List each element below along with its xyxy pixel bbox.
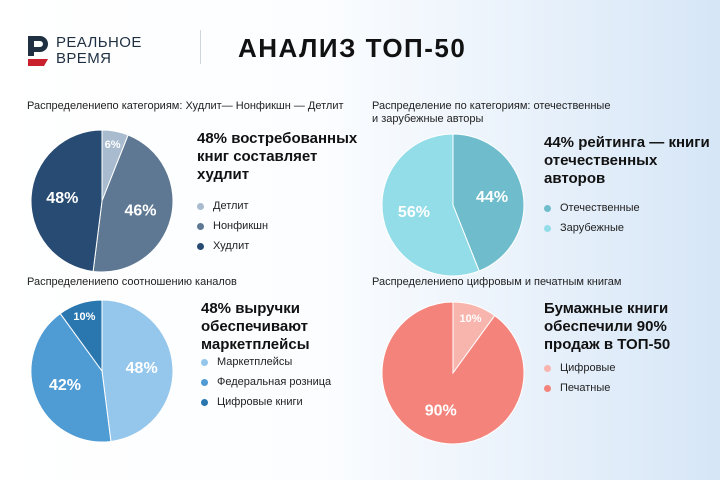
pie-slice-label: 46% <box>124 202 156 219</box>
brand-name-line2: ВРЕМЯ <box>56 50 112 67</box>
legend-label: Цифровые книги <box>217 396 303 408</box>
pie-slice-label: 44% <box>476 189 508 206</box>
legend-swatch <box>201 398 208 406</box>
brand-logo: РЕАЛЬНОЕ ВРЕМЯ <box>26 34 142 68</box>
legend-swatch <box>197 242 204 250</box>
chart-headline: 48% выручки обеспечивают маркетплейсы <box>201 300 310 353</box>
chart-legend: Цифровые Печатные <box>544 358 615 398</box>
chart-headline: Бумажные книги обеспечили 90% продаж в Т… <box>544 300 671 353</box>
pie-slice-нонфикшн <box>92 134 174 273</box>
pie-chart: 6% 46% 48% <box>30 129 174 273</box>
pie-slice-label: 90% <box>425 402 457 419</box>
legend-label: Зарубежные <box>560 222 625 234</box>
legend-swatch <box>544 384 551 392</box>
chart-legend: Маркетплейсы Федеральная розница Цифровые … <box>201 352 331 412</box>
pie-chart: 10% 90% <box>381 301 525 445</box>
pie-slice-label: 10% <box>460 313 482 325</box>
header-divider <box>200 30 201 64</box>
pie-slice-label: 42% <box>49 377 81 394</box>
pie-slice-худлит <box>30 129 103 272</box>
legend-item-цифровые-книги: Цифровые книги <box>201 392 331 412</box>
legend-swatch <box>201 378 208 386</box>
legend-swatch <box>201 358 208 366</box>
chart-panel-formats: Распределениепо цифровым и печатным книг… <box>372 276 720 456</box>
pie-slice-label: 6% <box>105 139 121 151</box>
legend-label: Отечественные <box>560 202 640 214</box>
legend-swatch <box>544 204 551 212</box>
pie-chart: 48% 42% 10% <box>30 299 174 443</box>
legend-swatch <box>197 222 204 230</box>
legend-item-нонфикшн: Нонфикшн <box>197 216 268 236</box>
brand-name: РЕАЛЬНОЕ ВРЕМЯ <box>56 35 142 67</box>
legend-item-худлит: Худлит <box>197 236 268 256</box>
legend-item-зарубежные: Зарубежные <box>544 218 640 238</box>
pie-slice-label: 48% <box>46 190 78 207</box>
pie-slice-печатные <box>381 301 525 445</box>
brand-name-line1: РЕАЛЬНОЕ <box>56 34 142 51</box>
brand-logo-icon <box>28 36 48 66</box>
pie-slice-label: 48% <box>126 360 158 377</box>
legend-swatch <box>544 364 551 372</box>
legend-item-отечественные: Отечественные <box>544 198 640 218</box>
legend-label: Печатные <box>560 382 611 394</box>
chart-panel-categories: Распределениепо категориям: Худлит— Нонф… <box>27 100 377 280</box>
legend-swatch <box>197 202 204 210</box>
pie-slice-зарубежные <box>381 133 480 277</box>
legend-label: Маркетплейсы <box>217 356 293 368</box>
legend-label: Нонфикшн <box>213 220 269 232</box>
chart-panel-authors: Распределение по категориям: отечественн… <box>372 100 720 280</box>
chart-title: Распределениепо цифровым и печатным книг… <box>372 276 622 288</box>
legend-item-цифровые: Цифровые <box>544 358 615 378</box>
legend-label: Детлит <box>213 200 249 212</box>
chart-legend: Детлит Нонфикшн Худлит <box>197 196 268 256</box>
legend-item-печатные: Печатные <box>544 378 615 398</box>
legend-label: Худлит <box>213 240 250 252</box>
chart-title: Распределениепо соотношению каналов <box>27 276 237 288</box>
legend-item-детлит: Детлит <box>197 196 268 216</box>
pie-slice-маркетплейсы <box>101 299 174 442</box>
pie-chart: 44% 56% <box>381 133 525 277</box>
legend-label: Цифровые <box>560 362 616 374</box>
pie-slice-label: 10% <box>73 311 95 323</box>
chart-title: Распределениепо категориям: Худлит— Нонф… <box>27 100 344 112</box>
pie-slice-отечественные <box>452 133 525 272</box>
legend-item-федеральная-розница: Федеральная розница <box>201 372 331 392</box>
chart-headline: 44% рейтинга — книги отечественных автор… <box>544 134 710 187</box>
chart-headline: 48% востребованных книг составляет худли… <box>197 130 358 183</box>
legend-swatch <box>544 224 551 232</box>
chart-title: Распределение по категориям: отечественн… <box>372 100 611 125</box>
page-title: АНАЛИЗ ТОП-50 <box>238 33 467 63</box>
chart-legend: Отечественные Зарубежные <box>544 198 640 238</box>
legend-label: Федеральная розница <box>217 376 332 388</box>
pie-slice-label: 56% <box>398 204 430 221</box>
pie-slice-федеральная-розница <box>30 312 112 443</box>
chart-panel-channels: Распределениепо соотношению каналов 48% 4… <box>27 276 377 456</box>
legend-item-маркетплейсы: Маркетплейсы <box>201 352 331 372</box>
pie-slice-цифровые-книги <box>59 299 103 373</box>
